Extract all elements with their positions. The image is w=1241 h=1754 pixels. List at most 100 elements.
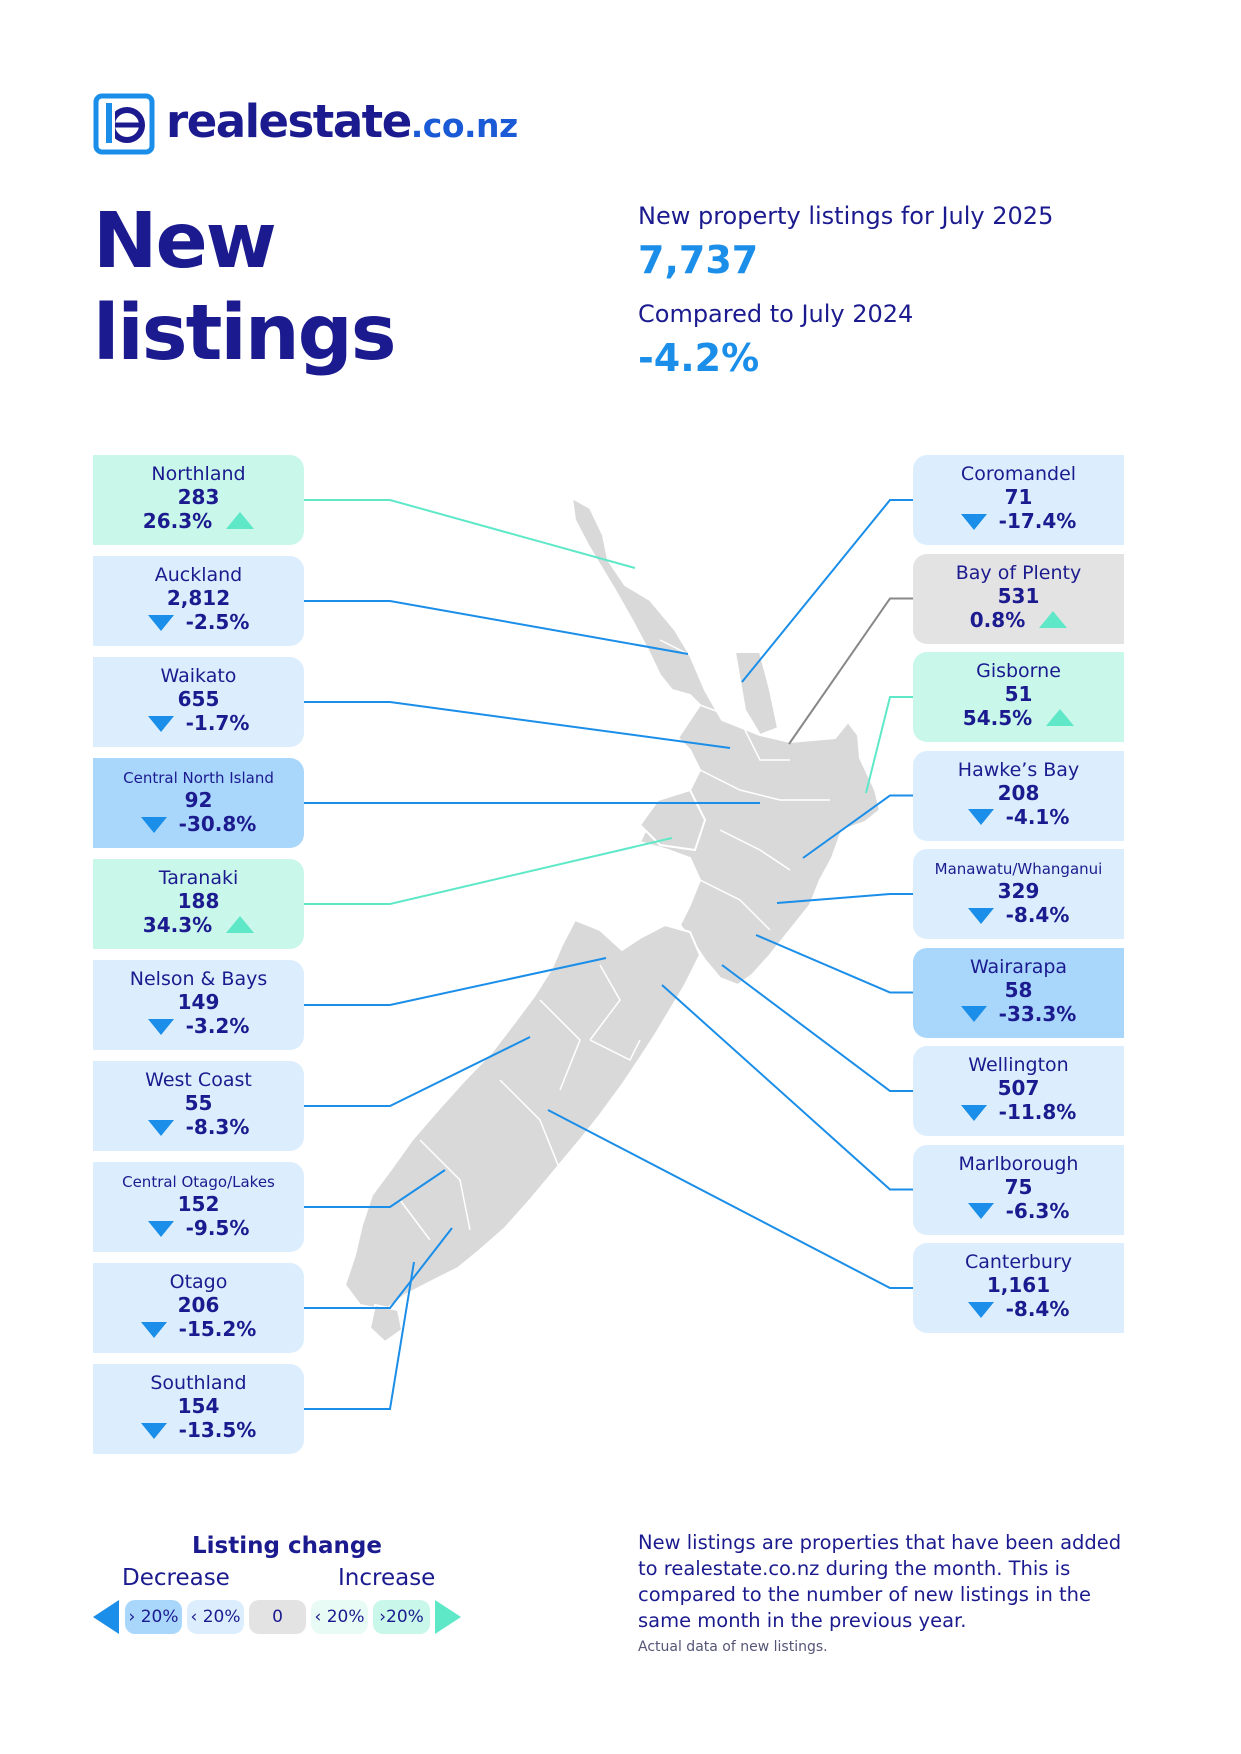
arrow-down-icon [147,1220,174,1237]
region-change: -8.4% [1005,903,1070,927]
compare-value: -4.2% [638,336,760,380]
region-card-wairarapa[interactable]: Wairarapa 58 -33.3% [913,947,1124,1038]
region-card-manawatu-whanganui[interactable]: Manawatu/Whanganui 329 -8.4% [913,849,1124,939]
region-name: Central Otago/Lakes [122,1173,275,1191]
region-card-auckland[interactable]: Auckland 2,812 -2.5% [93,556,304,646]
leader-line-manawatu-whanganui [776,893,913,904]
page-title-line-2: listings [93,289,397,378]
taranaki-shape [638,788,707,852]
region-change: -15.2% [178,1317,257,1341]
legend-increase-label: Increase [338,1565,436,1591]
region-count: 655 [177,687,220,711]
legend-swatch-neutral: 0 [249,1600,306,1634]
region-card-bay-of-plenty[interactable]: Bay of Plenty 531 0.8% [913,553,1124,644]
region-count: 55 [184,1091,213,1115]
region-count: 507 [997,1076,1040,1100]
region-name: Auckland [154,564,243,586]
region-change: -33.3% [998,1001,1077,1026]
region-count: 92 [184,788,213,812]
brand-domain: .co.nz [410,106,519,145]
region-card-canterbury[interactable]: Canterbury 1,161 -8.4% [913,1243,1124,1333]
brand-name: realestate [166,95,412,148]
region-change-row: 34.3% [93,913,304,937]
leader-line-hawke-s-bay [802,794,913,859]
arrow-down-icon [960,1104,987,1121]
region-count: 283 [177,485,220,509]
brand-logo[interactable]: realestate.co.nz [93,93,518,159]
region-change: -2.5% [185,610,250,634]
arrow-down-icon [967,907,994,924]
arrow-down-icon [140,1422,167,1439]
leader-line-auckland [304,600,689,655]
listings-label: New property listings for July 2025 [638,202,1054,230]
region-change-row: -3.2% [93,1014,304,1038]
region-card-marlborough[interactable]: Marlborough 75 -6.3% [913,1144,1124,1235]
region-name: Gisborne [976,660,1061,682]
leader-line-west-coast [304,1036,531,1107]
region-change: 0.8% [969,607,1026,632]
region-count: 1,161 [986,1273,1051,1297]
region-name: Marlborough [958,1152,1079,1175]
region-change-row: 54.5% [913,706,1124,730]
region-card-wellington[interactable]: Wellington 507 -11.8% [913,1046,1124,1136]
region-card-west-coast[interactable]: West Coast 55 -8.3% [93,1061,304,1151]
region-card-northland[interactable]: Northland 283 26.3% [93,455,304,545]
region-name: West Coast [145,1069,252,1091]
legend-left-arrow-icon [93,1600,119,1634]
region-change: -30.8% [178,812,257,836]
region-change-row: -2.5% [93,610,304,634]
region-change: -11.8% [998,1100,1077,1124]
arrow-up-icon [226,916,255,933]
region-card-taranaki[interactable]: Taranaki 188 34.3% [93,859,304,949]
region-change-row: 0.8% [913,608,1124,632]
legend-swatch-increase-over-20: ›20% [373,1600,430,1634]
region-count: 208 [997,780,1040,805]
footnote-text: New listings are properties that have be… [638,1531,1122,1632]
region-change: -17.4% [998,509,1077,533]
stewart-island-shape [368,1303,404,1344]
region-change-row: -33.3% [913,1002,1124,1026]
region-count: 2,812 [166,586,231,610]
region-card-waikato[interactable]: Waikato 655 -1.7% [93,657,304,747]
region-count: 58 [1004,977,1033,1002]
region-count: 152 [177,1192,220,1216]
logo-mark-icon [93,93,155,155]
region-name: Hawke’s Bay [957,758,1080,781]
region-name: Bay of Plenty [955,561,1082,584]
region-change: -8.4% [1005,1297,1070,1321]
legend-title: Listing change [192,1533,382,1559]
leader-line-canterbury [547,1109,913,1289]
arrow-down-icon [147,715,174,732]
region-card-central-otago-lakes[interactable]: Central Otago/Lakes 152 -9.5% [93,1162,304,1252]
region-count: 531 [997,583,1040,608]
region-count: 154 [177,1394,220,1418]
region-card-nelson-bays[interactable]: Nelson & Bays 149 -3.2% [93,960,304,1050]
region-count: 329 [997,879,1040,903]
region-card-otago[interactable]: Otago 206 -15.2% [93,1263,304,1353]
leader-line-coromandel [741,499,913,683]
region-name: Wairarapa [969,955,1068,978]
region-card-central-north-island[interactable]: Central North Island 92 -30.8% [93,758,304,848]
region-card-hawke-s-bay[interactable]: Hawke’s Bay 208 -4.1% [913,750,1124,841]
region-card-southland[interactable]: Southland 154 -13.5% [93,1364,304,1454]
coromandel-shape [733,651,780,737]
legend-swatch-increase-under-20: ‹ 20% [311,1600,368,1634]
arrow-down-icon [147,1119,174,1136]
region-change: 26.3% [142,509,213,533]
region-change: -1.7% [185,711,250,735]
region-count: 75 [1004,1174,1033,1199]
region-change-row: -6.3% [913,1199,1124,1223]
region-name: Northland [151,463,246,485]
region-card-coromandel[interactable]: Coromandel 71 -17.4% [913,455,1124,545]
region-change-row: -11.8% [913,1100,1124,1124]
region-change-row: -1.7% [93,711,304,735]
leader-line-bay-of-plenty [788,597,913,745]
region-card-gisborne[interactable]: Gisborne 51 54.5% [913,652,1124,742]
arrow-up-icon [1039,610,1068,628]
leader-line-waikato [304,701,731,749]
region-count: 51 [1004,682,1033,706]
page-title-line-1: New [93,197,277,286]
arrow-down-icon [960,513,987,530]
